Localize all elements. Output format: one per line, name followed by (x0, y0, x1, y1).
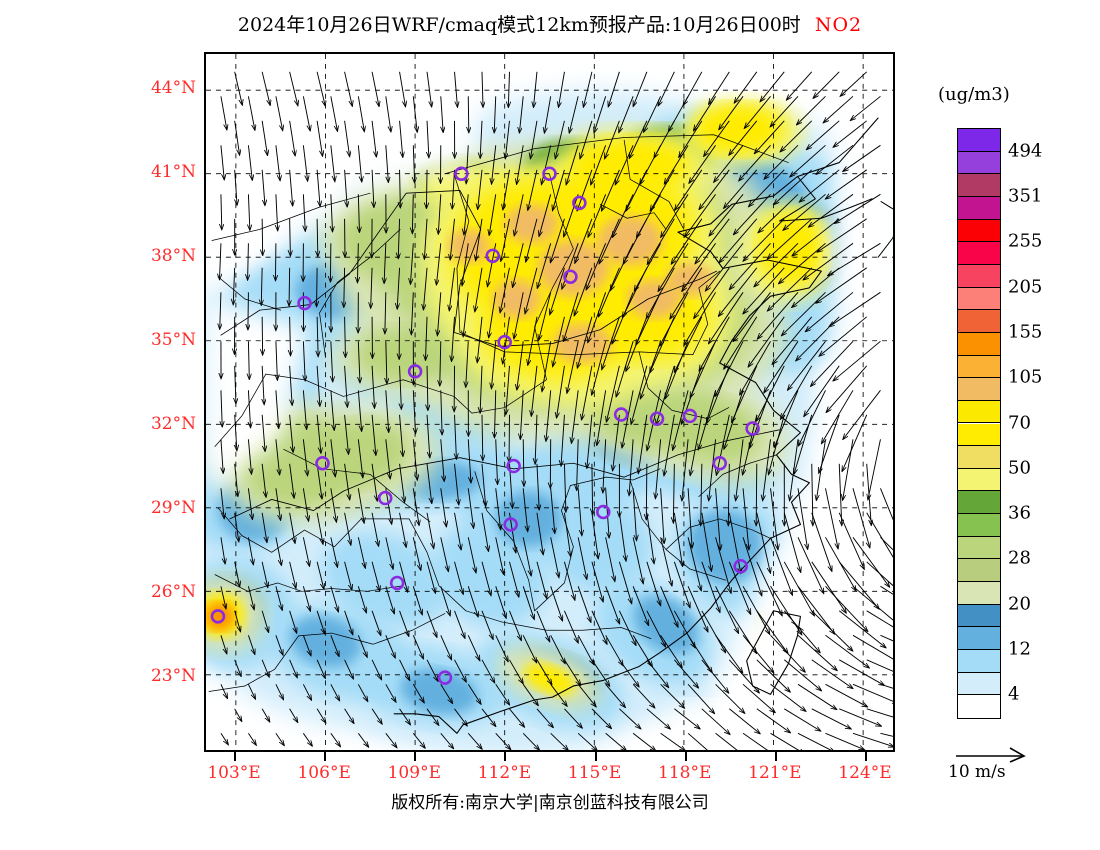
lon-tick-label-112: 112°E (477, 763, 532, 783)
lon-tick-label-124: 124°E (838, 763, 892, 783)
colorbar-band-9 (958, 332, 1000, 356)
station-marker[interactable] (542, 166, 557, 181)
colorbar-band-7 (958, 287, 1000, 311)
wind-vector-field (219, 71, 893, 750)
colorbar-label-36: 36 (1008, 502, 1031, 524)
latitude-axis: 44°N 41°N 38°N 35°N 32°N 29°N 26°N 23°N (100, 52, 306, 752)
colorbar-band-24 (958, 672, 1000, 696)
colorbar-band-1 (958, 151, 1000, 175)
lon-tick-label-121: 121°E (748, 763, 802, 783)
lon-tick-mark (234, 752, 237, 761)
station-marker[interactable] (682, 408, 698, 424)
colorbar-band-18 (958, 536, 1000, 560)
colorbar-band-6 (958, 264, 1000, 288)
station-marker[interactable] (437, 670, 453, 685)
station-marker[interactable] (503, 517, 518, 532)
station-markers[interactable] (210, 166, 760, 685)
colorbar-band-19 (958, 559, 1000, 583)
station-marker[interactable] (712, 455, 728, 471)
lon-tick-mark (594, 752, 597, 761)
colorbar-band-0 (958, 129, 1000, 152)
station-marker[interactable] (485, 248, 501, 264)
lat-tick-label-32: 32°N (150, 414, 196, 435)
colorbar-units-label: (ug/m3) (938, 84, 1010, 105)
lat-tick-label-38: 38°N (150, 246, 196, 267)
station-marker[interactable] (210, 609, 226, 624)
colorbar-band-15 (958, 468, 1000, 492)
colorbar-band-5 (958, 242, 1000, 265)
lon-tick-mark (504, 752, 507, 761)
title-text: 2024年10月26日WRF/cmaq模式12km预报产品:10月26日00时 (237, 14, 801, 36)
colorbar[interactable] (957, 128, 1001, 719)
colorbar-band-8 (958, 310, 1000, 333)
page-title: 2024年10月26日WRF/cmaq模式12km预报产品:10月26日00时 N… (0, 10, 1100, 37)
lon-tick-label-106: 106°E (297, 763, 351, 783)
lon-tick-label-109: 109°E (387, 763, 441, 783)
colorbar-band-10 (958, 355, 1000, 379)
lon-tick-mark (684, 752, 687, 761)
station-marker[interactable] (506, 458, 521, 474)
colorbar-band-20 (958, 582, 1000, 605)
colorbar-band-11 (958, 378, 1000, 401)
station-marker[interactable] (745, 421, 760, 436)
colorbar-band-2 (958, 174, 1000, 197)
lon-tick-mark (774, 752, 777, 761)
colorbar-band-22 (958, 627, 1000, 651)
lat-tick-label-26: 26°N (150, 582, 196, 603)
station-marker[interactable] (563, 269, 578, 284)
station-marker[interactable] (389, 575, 405, 591)
colorbar-label-255: 255 (1008, 230, 1043, 252)
colorbar-band-13 (958, 423, 1000, 447)
station-marker[interactable] (407, 364, 423, 379)
station-marker[interactable] (613, 407, 629, 422)
wind-scale-key (956, 747, 1026, 763)
lat-tick-label-41: 41°N (150, 162, 196, 183)
colorbar-band-12 (958, 400, 1000, 424)
lon-tick-label-118: 118°E (658, 763, 712, 783)
station-marker[interactable] (733, 558, 748, 574)
colorbar-band-3 (958, 196, 1000, 220)
lon-tick-mark (324, 752, 327, 761)
colorbar-label-494: 494 (1008, 140, 1043, 162)
copyright-footer: 版权所有:南京大学|南京创蓝科技有限公司 (391, 793, 709, 813)
colorbar-band-16 (958, 491, 1000, 515)
station-marker[interactable] (497, 334, 512, 350)
wind-scale-label: 10 m/s (948, 762, 1006, 782)
colorbar-band-23 (958, 650, 1000, 673)
lat-tick-label-29: 29°N (150, 498, 196, 519)
colorbar-label-155: 155 (1008, 321, 1043, 343)
colorbar-label-4: 4 (1008, 683, 1020, 705)
longitude-axis: 103°E 106°E 109°E 112°E 115°E 118°E 121°E 124°E (204, 757, 895, 787)
colorbar-band-4 (958, 219, 1000, 243)
station-marker[interactable] (297, 295, 312, 311)
station-marker[interactable] (454, 166, 469, 181)
lon-tick-label-103: 103°E (207, 763, 261, 783)
colorbar-label-105: 105 (1008, 366, 1043, 388)
station-marker[interactable] (596, 504, 611, 520)
colorbar-band-21 (958, 604, 1000, 628)
colorbar-band-17 (958, 514, 1000, 537)
species-label: NO2 (814, 14, 863, 36)
station-marker[interactable] (377, 490, 393, 506)
lat-tick-label-23: 23°N (150, 666, 196, 687)
colorbar-band-14 (958, 446, 1000, 469)
colorbar-label-12: 12 (1008, 638, 1031, 660)
lat-tick-label-35: 35°N (150, 330, 196, 351)
colorbar-label-70: 70 (1008, 412, 1031, 433)
map-plot-area[interactable] (204, 52, 895, 752)
colorbar-label-28: 28 (1008, 547, 1031, 569)
lon-tick-mark (414, 752, 417, 761)
lon-tick-mark (864, 752, 867, 761)
colorbar-label-20: 20 (1008, 593, 1031, 615)
station-marker[interactable] (572, 195, 587, 211)
colorbar-band-25 (958, 695, 1000, 718)
lat-tick-label-44: 44°N (150, 78, 196, 99)
lon-tick-label-115: 115°E (567, 763, 622, 783)
colorbar-label-50: 50 (1008, 457, 1031, 479)
colorbar-label-205: 205 (1008, 276, 1043, 298)
colorbar-label-351: 351 (1008, 185, 1043, 207)
map-canvas (206, 54, 893, 750)
station-marker[interactable] (649, 411, 665, 426)
station-marker[interactable] (315, 455, 330, 471)
